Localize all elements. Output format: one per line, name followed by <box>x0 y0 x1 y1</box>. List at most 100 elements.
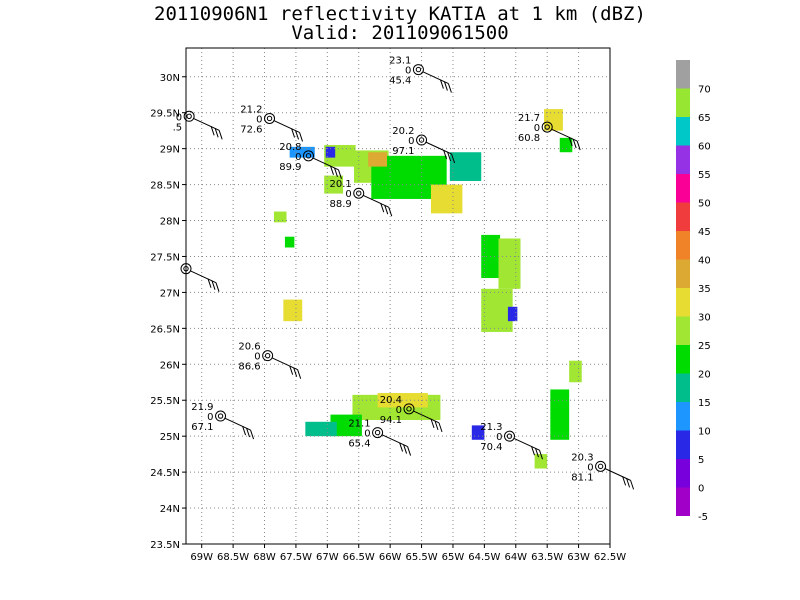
wind-barb-flag <box>338 169 342 179</box>
wind-barb-shaft <box>425 141 452 155</box>
station-rh: 72.6 <box>240 124 262 135</box>
colorbar-label-15: -5 <box>698 512 708 523</box>
colorbar-label-2: 60 <box>698 142 711 153</box>
wind-barb-flag <box>207 278 212 288</box>
wind-barb-flag <box>443 149 448 160</box>
wind-barb-flag <box>535 448 539 458</box>
wind-barb-flag <box>297 369 302 379</box>
station-rh: 97.1 <box>392 146 414 157</box>
station-flag: 0 <box>405 66 411 77</box>
station-flag: 0 <box>396 405 402 416</box>
station-temp: 20.2 <box>392 126 414 137</box>
grid-lines <box>186 48 611 545</box>
station-flag: 0 <box>496 432 502 443</box>
wind-barb-flag <box>293 367 298 377</box>
wind-barb-flag <box>572 138 577 149</box>
wind-barb-shaft <box>271 357 298 371</box>
station-circle-outer <box>215 410 227 422</box>
wind-barb-flag <box>384 205 389 215</box>
reflectivity-cell-7 <box>324 175 344 194</box>
wind-barb-flag <box>210 126 215 136</box>
wind-barb-flag <box>576 140 581 151</box>
y-tick-label-10: 28.5N <box>150 181 180 192</box>
colorbar-swatch-14 <box>676 459 690 488</box>
wind-barb-shaft <box>362 194 389 208</box>
wind-barb-flag <box>443 81 448 91</box>
station-flag: 0 <box>534 123 540 134</box>
x-tick-label-3: 67.5W <box>280 552 312 563</box>
colorbar-swatch-5 <box>676 202 690 231</box>
wind-barb-shaft <box>312 157 339 171</box>
y-tick-label-4: 25.5N <box>150 396 180 407</box>
y-tick-label-9: 28N <box>160 217 180 228</box>
colorbar-label-4: 50 <box>698 199 711 210</box>
wind-barb-shaft <box>273 119 300 133</box>
reflectivity-cell-6 <box>289 146 315 158</box>
station-temp: 21.1 <box>348 419 370 430</box>
wind-barb-flag <box>434 420 439 431</box>
reflectivity-cell-3 <box>368 152 388 167</box>
reflectivity-cell-16 <box>550 389 570 440</box>
wind-barb-flag <box>438 422 443 433</box>
station-temp: 21.7 <box>518 113 540 124</box>
x-tick-label-13: 62.5W <box>594 552 626 563</box>
station-rh: 89.9 <box>279 162 301 173</box>
station-rh: 45.4 <box>389 76 411 87</box>
station-flag: 0 <box>256 114 262 125</box>
wind-barb-flag <box>622 476 627 486</box>
y-tick-label-8: 27.5N <box>150 252 180 263</box>
wind-barb-flag <box>218 130 223 140</box>
station-plots: 23.1045.40.521.2072.620.8089.920.2097.12… <box>173 56 635 490</box>
chart-subtitle: Valid: 201109061500 <box>291 22 509 44</box>
station-rh: 60.8 <box>518 133 540 144</box>
y-tick-label-12: 29.5N <box>150 109 180 120</box>
station-circle-inner <box>264 352 271 359</box>
station-temp: 20.3 <box>571 452 593 463</box>
station-7 <box>180 263 220 292</box>
reflectivity-cell-24 <box>507 306 518 322</box>
reflectivity-cells <box>273 109 582 469</box>
station-circle-inner <box>305 153 312 159</box>
y-tick-label-7: 27N <box>160 288 180 299</box>
colorbar-swatch-8 <box>676 288 690 317</box>
colorbar-swatch-0 <box>676 60 690 89</box>
station-temp: 21.2 <box>240 104 262 115</box>
colorbar-swatch-1 <box>676 88 690 117</box>
y-tick-label-1: 24N <box>160 504 180 515</box>
station-circle-outer <box>403 403 415 415</box>
station-temp: 23.1 <box>389 56 411 67</box>
x-tick-label-10: 64W <box>504 552 527 563</box>
station-rh: 70.4 <box>480 442 502 453</box>
wind-barb-shaft <box>513 437 540 451</box>
x-tick-label-7: 65.5W <box>405 552 437 563</box>
wind-barb-shaft <box>189 270 217 284</box>
station-flag: 0 <box>176 112 182 123</box>
wind-barb-flag <box>214 128 219 138</box>
wind-barb-flag <box>211 280 216 290</box>
colorbar-swatch-15 <box>676 487 690 516</box>
colorbar-swatch-3 <box>676 145 690 174</box>
station-temp: 20.1 <box>329 179 351 190</box>
station-circle-outer <box>541 121 553 133</box>
station-circle-outer <box>180 263 192 275</box>
station-circle-outer <box>595 460 607 472</box>
wind-barb-shaft <box>381 434 408 448</box>
reflectivity-cell-13 <box>481 288 513 332</box>
wind-barb-shaft <box>550 128 578 142</box>
station-circle-outer <box>183 110 195 122</box>
station-circle-outer <box>353 187 365 199</box>
x-tick-label-5: 66.5W <box>343 552 375 563</box>
reflectivity-cell-4 <box>430 184 463 214</box>
station-rh: 88.9 <box>329 199 351 210</box>
wind-barb-flag <box>388 207 393 217</box>
station-circle-inner <box>544 124 550 130</box>
wind-barb-flag <box>291 128 296 138</box>
reflectivity-cell-25 <box>325 146 336 158</box>
colorbar-swatch-2 <box>676 117 690 146</box>
wind-barb-shaft <box>422 71 449 85</box>
